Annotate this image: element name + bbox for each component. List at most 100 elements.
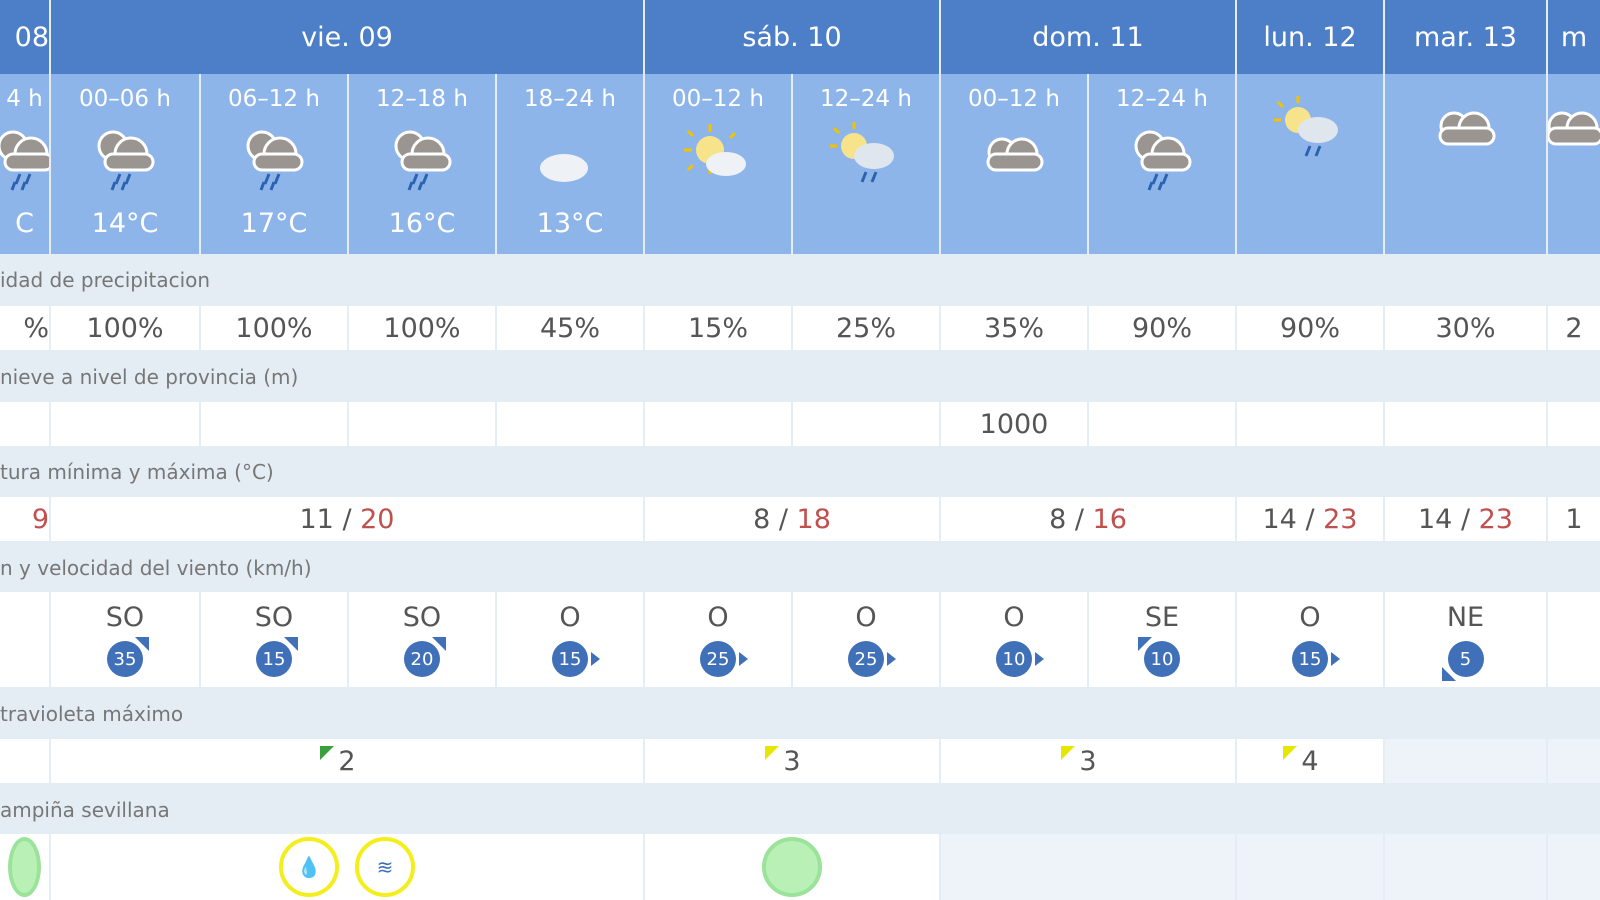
uv-level-flag-icon [765, 745, 780, 760]
warning-cell [941, 834, 1235, 900]
period-cell[interactable]: 12–24 h [1089, 74, 1235, 254]
wind-arrow-icon [432, 637, 446, 651]
wind-speed-badge: 15 [256, 637, 298, 677]
wind-direction: O [559, 602, 581, 633]
day-header[interactable]: lun. 12 [1237, 0, 1383, 74]
temp-separator: / [1066, 503, 1093, 535]
uv-cell [1548, 739, 1600, 783]
wind-speed: 15 [558, 648, 582, 670]
period-label: 4 h [6, 86, 43, 112]
uv-cell [1385, 739, 1546, 783]
wind-speed-badge: 15 [552, 641, 600, 677]
wind-speed: 10 [1150, 648, 1174, 670]
temp-separator: / [770, 503, 797, 535]
period-label: 12–24 h [1116, 86, 1208, 112]
period-cell[interactable] [1237, 74, 1383, 254]
max-temp: 18 [796, 503, 831, 535]
period-label: 06–12 h [228, 86, 320, 112]
wind-direction: SO [402, 602, 442, 633]
precip-value: 90% [1089, 306, 1235, 350]
wind-cell [1548, 592, 1600, 687]
min-temp: 8 [753, 503, 771, 535]
period-cell[interactable]: 12–24 h [793, 74, 939, 254]
period-cell[interactable] [1385, 74, 1546, 254]
wind-speed-badge: 15 [1292, 641, 1340, 677]
max-temp: 23 [1323, 503, 1358, 535]
wind-cell [0, 592, 49, 687]
moon-cloud-icon [520, 112, 620, 202]
wind-speed: 25 [854, 648, 878, 670]
period-label: 12–18 h [376, 86, 468, 112]
snow-value [1089, 402, 1235, 446]
period-cell[interactable]: 00–06 h 14°C [51, 74, 199, 254]
wind-arrow-icon [739, 652, 748, 666]
day-header[interactable]: 08 [0, 0, 49, 74]
warning-cell [645, 834, 939, 900]
day-header[interactable]: mar. 13 [1385, 0, 1546, 74]
day-header[interactable]: vie. 09 [51, 0, 643, 74]
wind-cell: SO 35 [51, 592, 199, 687]
temp-range: 8 / 18 [645, 497, 939, 541]
period-cell[interactable]: 00–12 h [645, 74, 791, 254]
snow-value [1385, 402, 1546, 446]
wind-arrow-icon [1035, 652, 1044, 666]
uv-index: 3 [1061, 745, 1097, 777]
cloud-icon [964, 112, 1064, 202]
cloud-icon [1416, 86, 1516, 176]
period-label: 12–24 h [820, 86, 912, 112]
period-cell[interactable]: 00–12 h [941, 74, 1087, 254]
max-temp: 9 [31, 503, 49, 535]
period-cell[interactable] [1548, 74, 1600, 254]
precip-row: % 100% 100% 100% 45% 15% 25% 35% 90% 90% 30% 2 [0, 306, 1600, 350]
wind-arrow-icon [591, 652, 600, 666]
wind-arrow-icon [1331, 652, 1340, 666]
period-temp: 16°C [388, 208, 456, 239]
wind-arrow-icon [284, 637, 298, 651]
no-warning-icon[interactable] [762, 837, 822, 897]
wind-direction: SO [254, 602, 294, 633]
day-header[interactable]: dom. 11 [941, 0, 1235, 74]
wind-label: n y velocidad del viento (km/h) [0, 556, 312, 580]
wind-warning-icon[interactable]: ≋ [355, 837, 415, 897]
precip-value: 15% [645, 306, 791, 350]
wind-speed-badge: 25 [848, 641, 896, 677]
temp-range: 9 [0, 497, 49, 541]
temp-range: 11 / 20 [51, 497, 643, 541]
uv-row: 2 3 3 4 [0, 739, 1600, 783]
wind-speed: 35 [113, 648, 137, 670]
wind-cell: SE 10 [1089, 592, 1235, 687]
precip-value: 100% [201, 306, 347, 350]
temp-range: 8 / 16 [941, 497, 1235, 541]
period-label: 00–12 h [672, 86, 764, 112]
min-temp: 8 [1049, 503, 1067, 535]
snow-value [645, 402, 791, 446]
snow-value [349, 402, 495, 446]
cloud-icon [1548, 86, 1600, 176]
uv-index: 3 [765, 745, 801, 777]
rain-clouds-icon [372, 112, 472, 202]
wind-speed-badge: 25 [700, 641, 748, 677]
period-cell[interactable]: 12–18 h 16°C [349, 74, 495, 254]
snow-row: 1000 [0, 402, 1600, 446]
uv-label: travioleta máximo [0, 702, 184, 726]
period-temp: 14°C [91, 208, 159, 239]
period-cell[interactable]: 18–24 h 13°C [497, 74, 643, 254]
period-label: 18–24 h [524, 86, 616, 112]
uv-cell: 3 [941, 739, 1235, 783]
warning-cell: 💧 ≋ [51, 834, 643, 900]
snow-value [1548, 402, 1600, 446]
day-header[interactable]: m [1548, 0, 1600, 74]
day-header[interactable]: sáb. 10 [645, 0, 939, 74]
rain-warning-icon[interactable]: 💧 [279, 837, 339, 897]
wind-cell: O 15 [1237, 592, 1383, 687]
warning-cell [1237, 834, 1383, 900]
period-label: 00–06 h [79, 86, 171, 112]
wind-direction: O [707, 602, 729, 633]
rain-clouds-icon [0, 112, 49, 202]
period-cell[interactable]: 06–12 h 17°C [201, 74, 347, 254]
wind-arrow-icon [1138, 637, 1152, 651]
uv-value: 4 [1301, 745, 1319, 777]
period-cell[interactable]: 4 h C [0, 74, 49, 254]
precip-value: 30% [1385, 306, 1546, 350]
no-warning-icon[interactable] [8, 837, 41, 897]
